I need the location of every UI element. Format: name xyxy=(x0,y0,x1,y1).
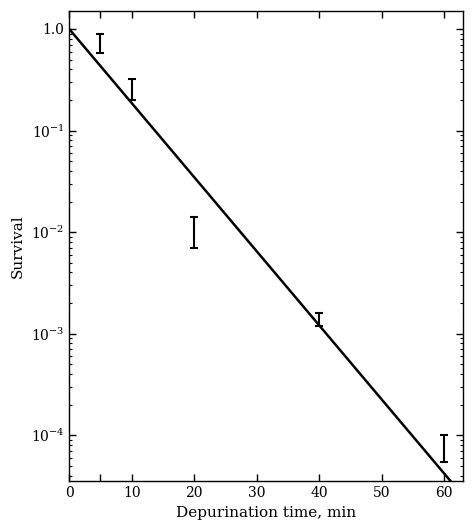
X-axis label: Depurination time, min: Depurination time, min xyxy=(176,506,356,520)
Y-axis label: Survival: Survival xyxy=(11,215,25,278)
